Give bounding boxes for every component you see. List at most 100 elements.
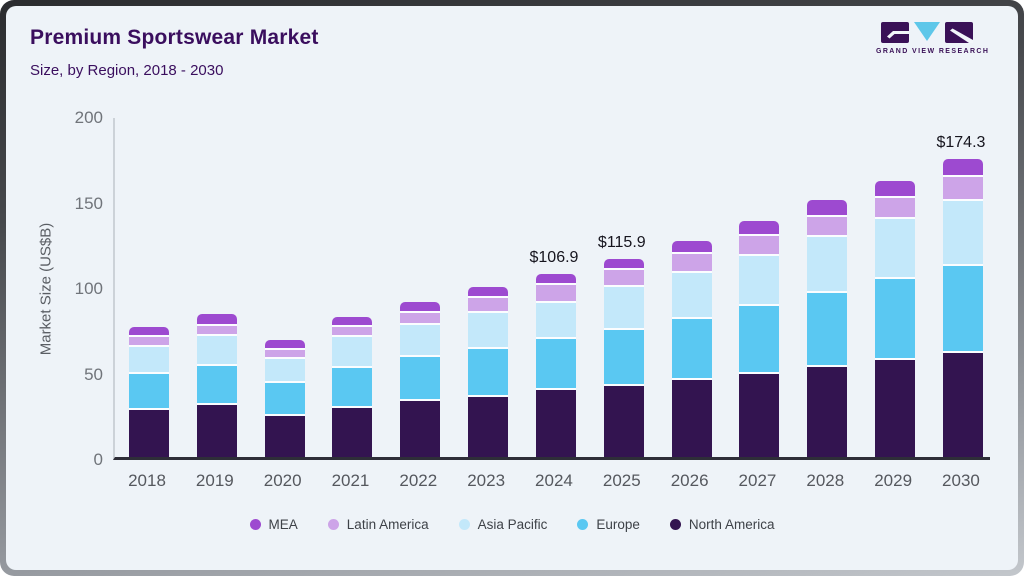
bar-segment-2019-asia-pacific: [196, 335, 237, 366]
x-tick-2020: 2020: [263, 471, 302, 490]
x-tick-2030: 2030: [942, 471, 980, 490]
bar-segment-2018-europe: [129, 374, 169, 411]
bar-2020: [264, 339, 305, 457]
bar-2019: [196, 314, 237, 457]
value-label-2024: $106.9: [529, 249, 579, 267]
y-tick-100: 100: [74, 279, 103, 298]
bar-segment-2021-asia-pacific: [332, 336, 373, 369]
bar-segment-2024-asia-pacific: [535, 302, 576, 340]
bar-segment-2027-latin-america: [739, 236, 780, 257]
x-tick-2021: 2021: [331, 471, 370, 490]
bar-segment-2019-mea: [196, 314, 237, 327]
bar-segment-2018-asia-pacific: [129, 346, 169, 375]
x-tick-2023: 2023: [467, 471, 506, 490]
bar-segment-2020-north-america: [264, 415, 305, 457]
bar-segment-2024-latin-america: [535, 284, 576, 303]
plot-area: [113, 118, 990, 460]
bar-segment-2020-mea: [264, 339, 305, 351]
bar-segment-2025-europe: [603, 330, 644, 387]
legend-label: MEA: [268, 517, 298, 532]
bar-segment-2027-north-america: [739, 374, 780, 457]
y-tick-0: 0: [93, 450, 103, 469]
bar-segment-2029-mea: [875, 180, 916, 198]
bar-2027: [739, 221, 780, 457]
bar-2018: [129, 326, 169, 457]
y-tick-50: 50: [84, 364, 103, 384]
chart-legend: MEA Latin America Asia Pacific Europe North …: [6, 517, 1018, 532]
x-tick-2027: 2027: [738, 471, 777, 490]
x-tick-2028: 2028: [806, 471, 845, 490]
bar-segment-2030-north-america: [942, 353, 983, 457]
bar-segment-2022-latin-america: [400, 312, 441, 325]
bar-segment-2029-north-america: [875, 360, 916, 457]
legend-item-latin-america: Latin America: [327, 517, 429, 532]
legend-item-europe: Europe: [577, 517, 640, 532]
bar-segment-2018-mea: [129, 326, 169, 338]
bar-segment-2029-asia-pacific: [875, 219, 916, 280]
bar-2029: [875, 180, 916, 457]
bar-2026: [671, 240, 712, 457]
bar-segment-2030-latin-america: [942, 176, 983, 201]
bar-2023: [468, 287, 509, 457]
bar-segment-2026-north-america: [671, 380, 712, 457]
grand-view-research-logo: GRAND VIEW RESEARCH: [876, 22, 990, 55]
bar-segment-2030-asia-pacific: [942, 200, 983, 266]
x-tick-2029: 2029: [874, 471, 913, 490]
bar-segment-2024-europe: [535, 339, 576, 391]
bar-segment-2025-latin-america: [603, 270, 644, 287]
bar-segment-2020-latin-america: [264, 350, 305, 360]
bar-segment-2021-latin-america: [332, 327, 373, 337]
bar-segment-2029-europe: [875, 279, 916, 360]
bar-2021: [332, 317, 373, 457]
bar-segment-2023-north-america: [468, 396, 509, 457]
chart-card: Premium Sportswear Market Size, by Regio…: [6, 6, 1018, 570]
bar-segment-2028-latin-america: [807, 217, 848, 238]
value-label-2025: $115.9: [597, 233, 646, 251]
legend-dot-icon: [577, 519, 589, 530]
logo-text: GRAND VIEW RESEARCH: [876, 48, 990, 55]
x-tick-2019: 2019: [195, 471, 234, 490]
y-tick-200: 200: [74, 108, 103, 127]
bar-segment-2022-north-america: [400, 401, 441, 457]
legend-dot-icon: [458, 519, 470, 530]
bar-segment-2025-asia-pacific: [603, 286, 644, 331]
bar-segment-2022-mea: [400, 301, 441, 313]
bar-segment-2024-north-america: [535, 390, 576, 457]
legend-label: Europe: [596, 517, 640, 532]
bar-2022: [400, 301, 441, 457]
value-label-2030: $174.3: [936, 133, 986, 151]
bar-2024: [535, 274, 576, 457]
bar-segment-2023-latin-america: [468, 298, 509, 313]
bar-2030: [942, 158, 983, 457]
bar-segment-2027-mea: [739, 221, 780, 237]
bar-segment-2027-asia-pacific: [739, 256, 780, 307]
bar-segment-2028-north-america: [807, 367, 848, 457]
x-tick-2022: 2022: [399, 471, 438, 490]
legend-dot-icon: [327, 519, 339, 530]
legend-label: North America: [688, 517, 775, 532]
bar-segment-2019-europe: [196, 365, 237, 406]
bar-segment-2023-asia-pacific: [468, 312, 509, 349]
page-subtitle: Size, by Region, 2018 - 2030: [30, 62, 224, 79]
legend-item-asia-pacific: Asia Pacific: [458, 517, 548, 532]
y-axis-title: Market Size (US$B): [37, 222, 55, 356]
bar-segment-2026-europe: [671, 318, 712, 381]
bar-segment-2018-north-america: [129, 410, 169, 457]
page-title: Premium Sportswear Market: [30, 26, 319, 49]
legend-label: Asia Pacific: [477, 517, 548, 532]
bar-segment-2019-latin-america: [196, 326, 237, 336]
bar-segment-2019-north-america: [196, 405, 237, 457]
legend-item-north-america: North America: [669, 517, 775, 532]
bar-segment-2024-mea: [535, 274, 576, 285]
bar-segment-2025-mea: [603, 258, 644, 271]
bar-segment-2030-europe: [942, 266, 983, 353]
bar-segment-2028-europe: [807, 293, 848, 368]
bar-segment-2025-north-america: [603, 386, 644, 457]
legend-item-mea: MEA: [249, 517, 298, 532]
bar-segment-2020-asia-pacific: [264, 359, 305, 383]
bar-segment-2022-europe: [400, 356, 441, 402]
x-tick-2018: 2018: [128, 471, 166, 490]
x-tick-2024: 2024: [535, 471, 573, 490]
bar-segment-2030-mea: [942, 158, 983, 177]
bar-segment-2022-asia-pacific: [400, 324, 441, 357]
